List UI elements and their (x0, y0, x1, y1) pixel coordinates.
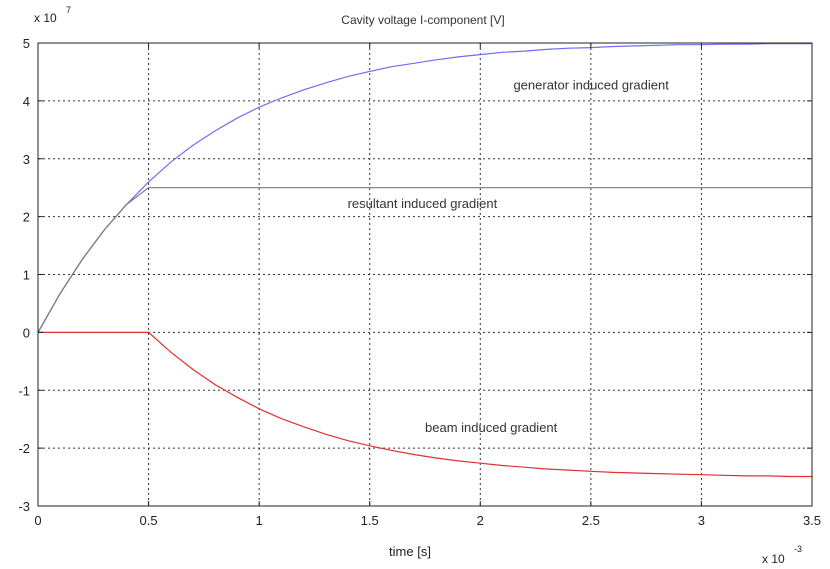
annotation-1: generator induced gradient (513, 77, 669, 92)
x-tick-label: 3.5 (803, 513, 821, 528)
y-multiplier-exponent: 7 (66, 5, 71, 15)
y-tick-label: -1 (18, 383, 30, 398)
x-tick-label: 1 (256, 513, 263, 528)
x-tick-label: 0 (34, 513, 41, 528)
y-tick-label: 0 (23, 325, 30, 340)
annotation-3: beam induced gradient (425, 420, 558, 435)
x-tick-label: 2.5 (582, 513, 600, 528)
grid (38, 43, 812, 506)
y-tick-group: -3 -2 -1 0 1 2 3 4 5 (18, 36, 812, 514)
y-tick-label: 1 (23, 268, 30, 283)
y-multiplier-base: x 10 (34, 11, 57, 25)
x-tick-label: 2 (477, 513, 484, 528)
x-axis-label: time [s] (389, 544, 431, 559)
x-multiplier-base: x 10 (762, 552, 785, 566)
x-tick-label: 0.5 (140, 513, 158, 528)
annotation-2: resultant induced gradient (348, 196, 498, 211)
series-group (37, 42, 812, 478)
series-line-3 (38, 331, 812, 478)
y-tick-label: 4 (23, 94, 30, 109)
x-tick-group: 0 0.5 1 1.5 2 2.5 3 3.5 (34, 43, 821, 528)
x-tick-label: 1.5 (361, 513, 379, 528)
chart-title: Cavity voltage I-component [V] (341, 13, 504, 27)
y-tick-label: -3 (18, 499, 30, 514)
y-tick-label: 5 (23, 36, 30, 51)
x-multiplier-exponent: -3 (794, 544, 802, 554)
annotation-group: generator induced gradient resultant indu… (348, 77, 670, 435)
y-tick-label: -2 (18, 441, 30, 456)
series-line-2 (37, 187, 812, 333)
y-tick-label: 3 (23, 152, 30, 167)
series-line-1 (37, 42, 812, 333)
x-tick-label: 3 (698, 513, 705, 528)
y-tick-label: 2 (23, 210, 30, 225)
